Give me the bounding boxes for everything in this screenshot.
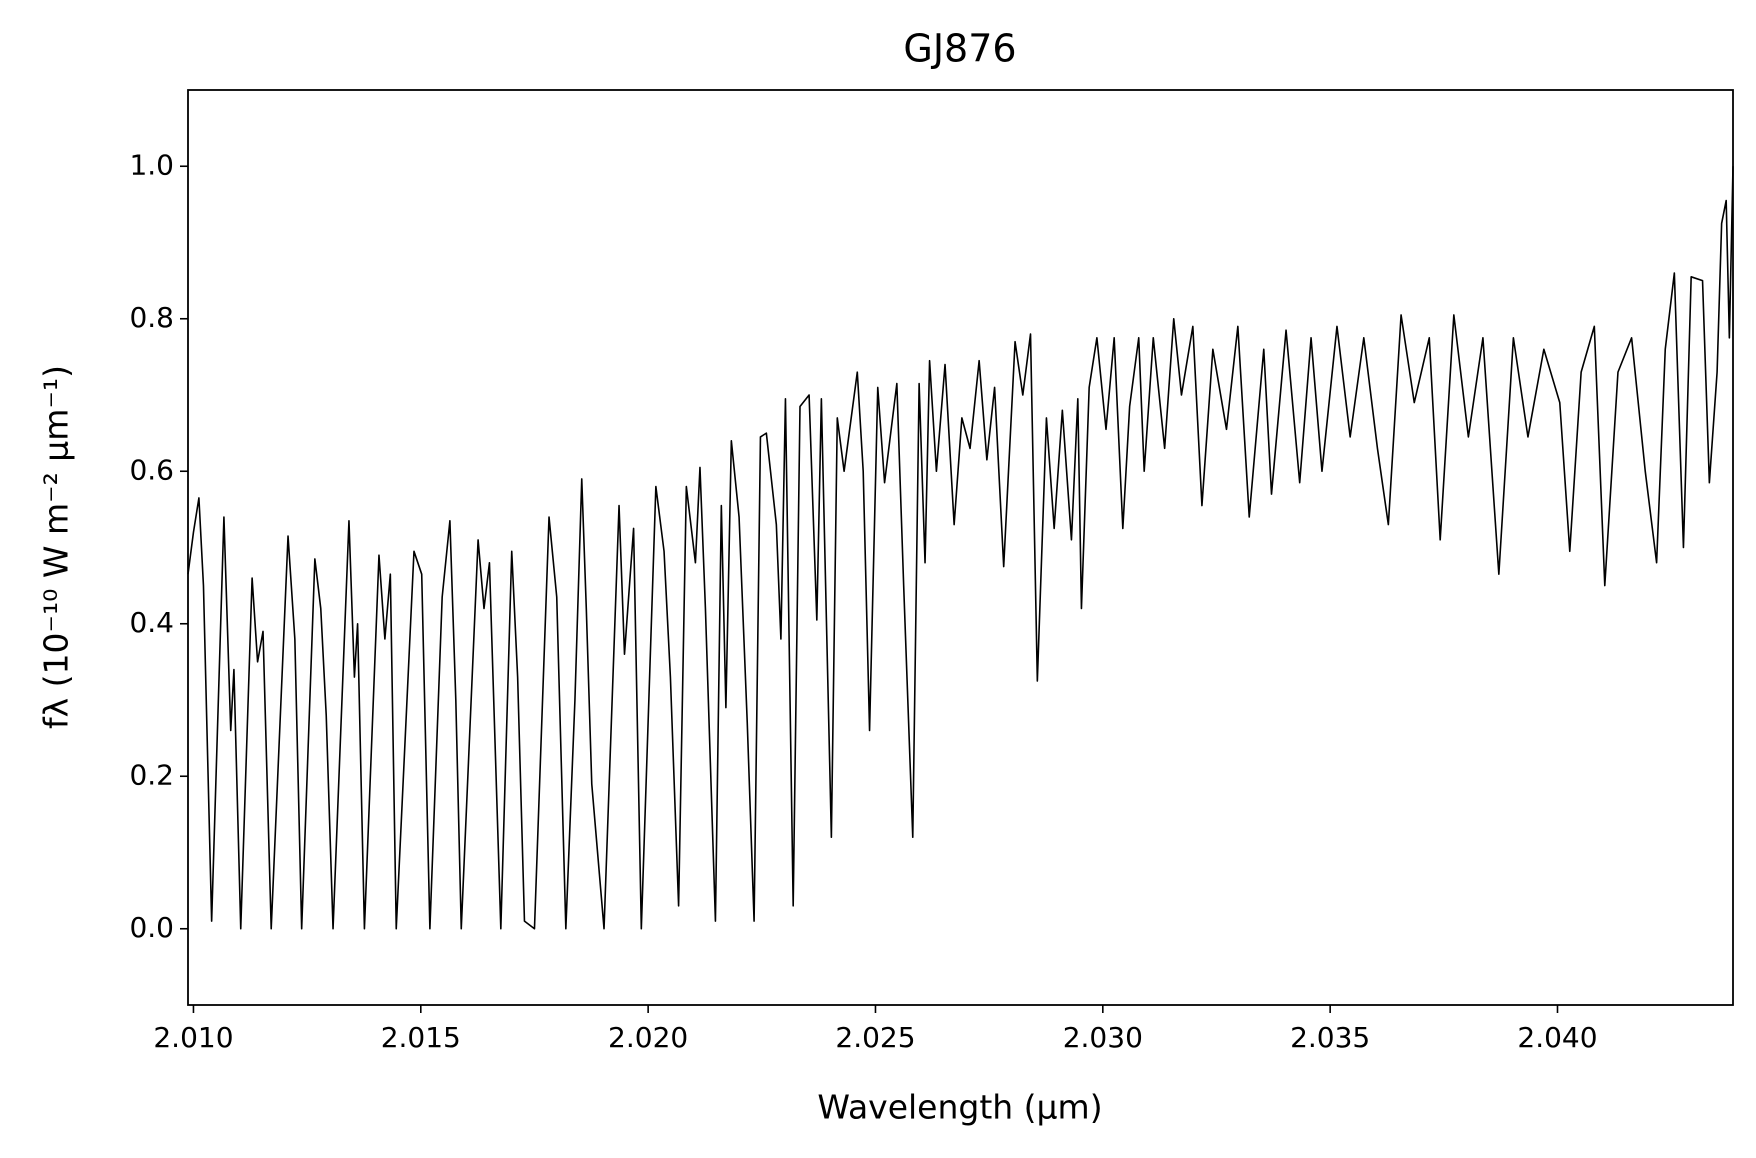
- x-axis-label: Wavelength (μm): [817, 1088, 1102, 1127]
- x-tick-label: 2.025: [835, 1021, 915, 1054]
- y-tick-label: 0.2: [129, 758, 174, 791]
- x-tick-label: 2.035: [1290, 1021, 1370, 1054]
- y-tick-label: 0.8: [129, 301, 174, 334]
- plot-frame: [187, 89, 1734, 1006]
- y-tick-label: 0.0: [129, 911, 174, 944]
- y-tick-label: 0.6: [129, 453, 174, 486]
- x-tick-label: 2.015: [381, 1021, 461, 1054]
- x-tick-label: 2.030: [1063, 1021, 1143, 1054]
- y-axis-label: fλ (10⁻¹⁰ W m⁻² μm⁻¹): [37, 365, 76, 729]
- x-tick-label: 2.020: [608, 1021, 688, 1054]
- chart-title: GJ876: [903, 27, 1016, 71]
- y-tick-label: 1.0: [129, 148, 174, 181]
- x-tick-label: 2.040: [1517, 1021, 1597, 1054]
- y-tick-label: 0.4: [129, 606, 174, 639]
- x-tick-label: 2.010: [153, 1021, 233, 1054]
- spectrum-line: [187, 166, 1734, 930]
